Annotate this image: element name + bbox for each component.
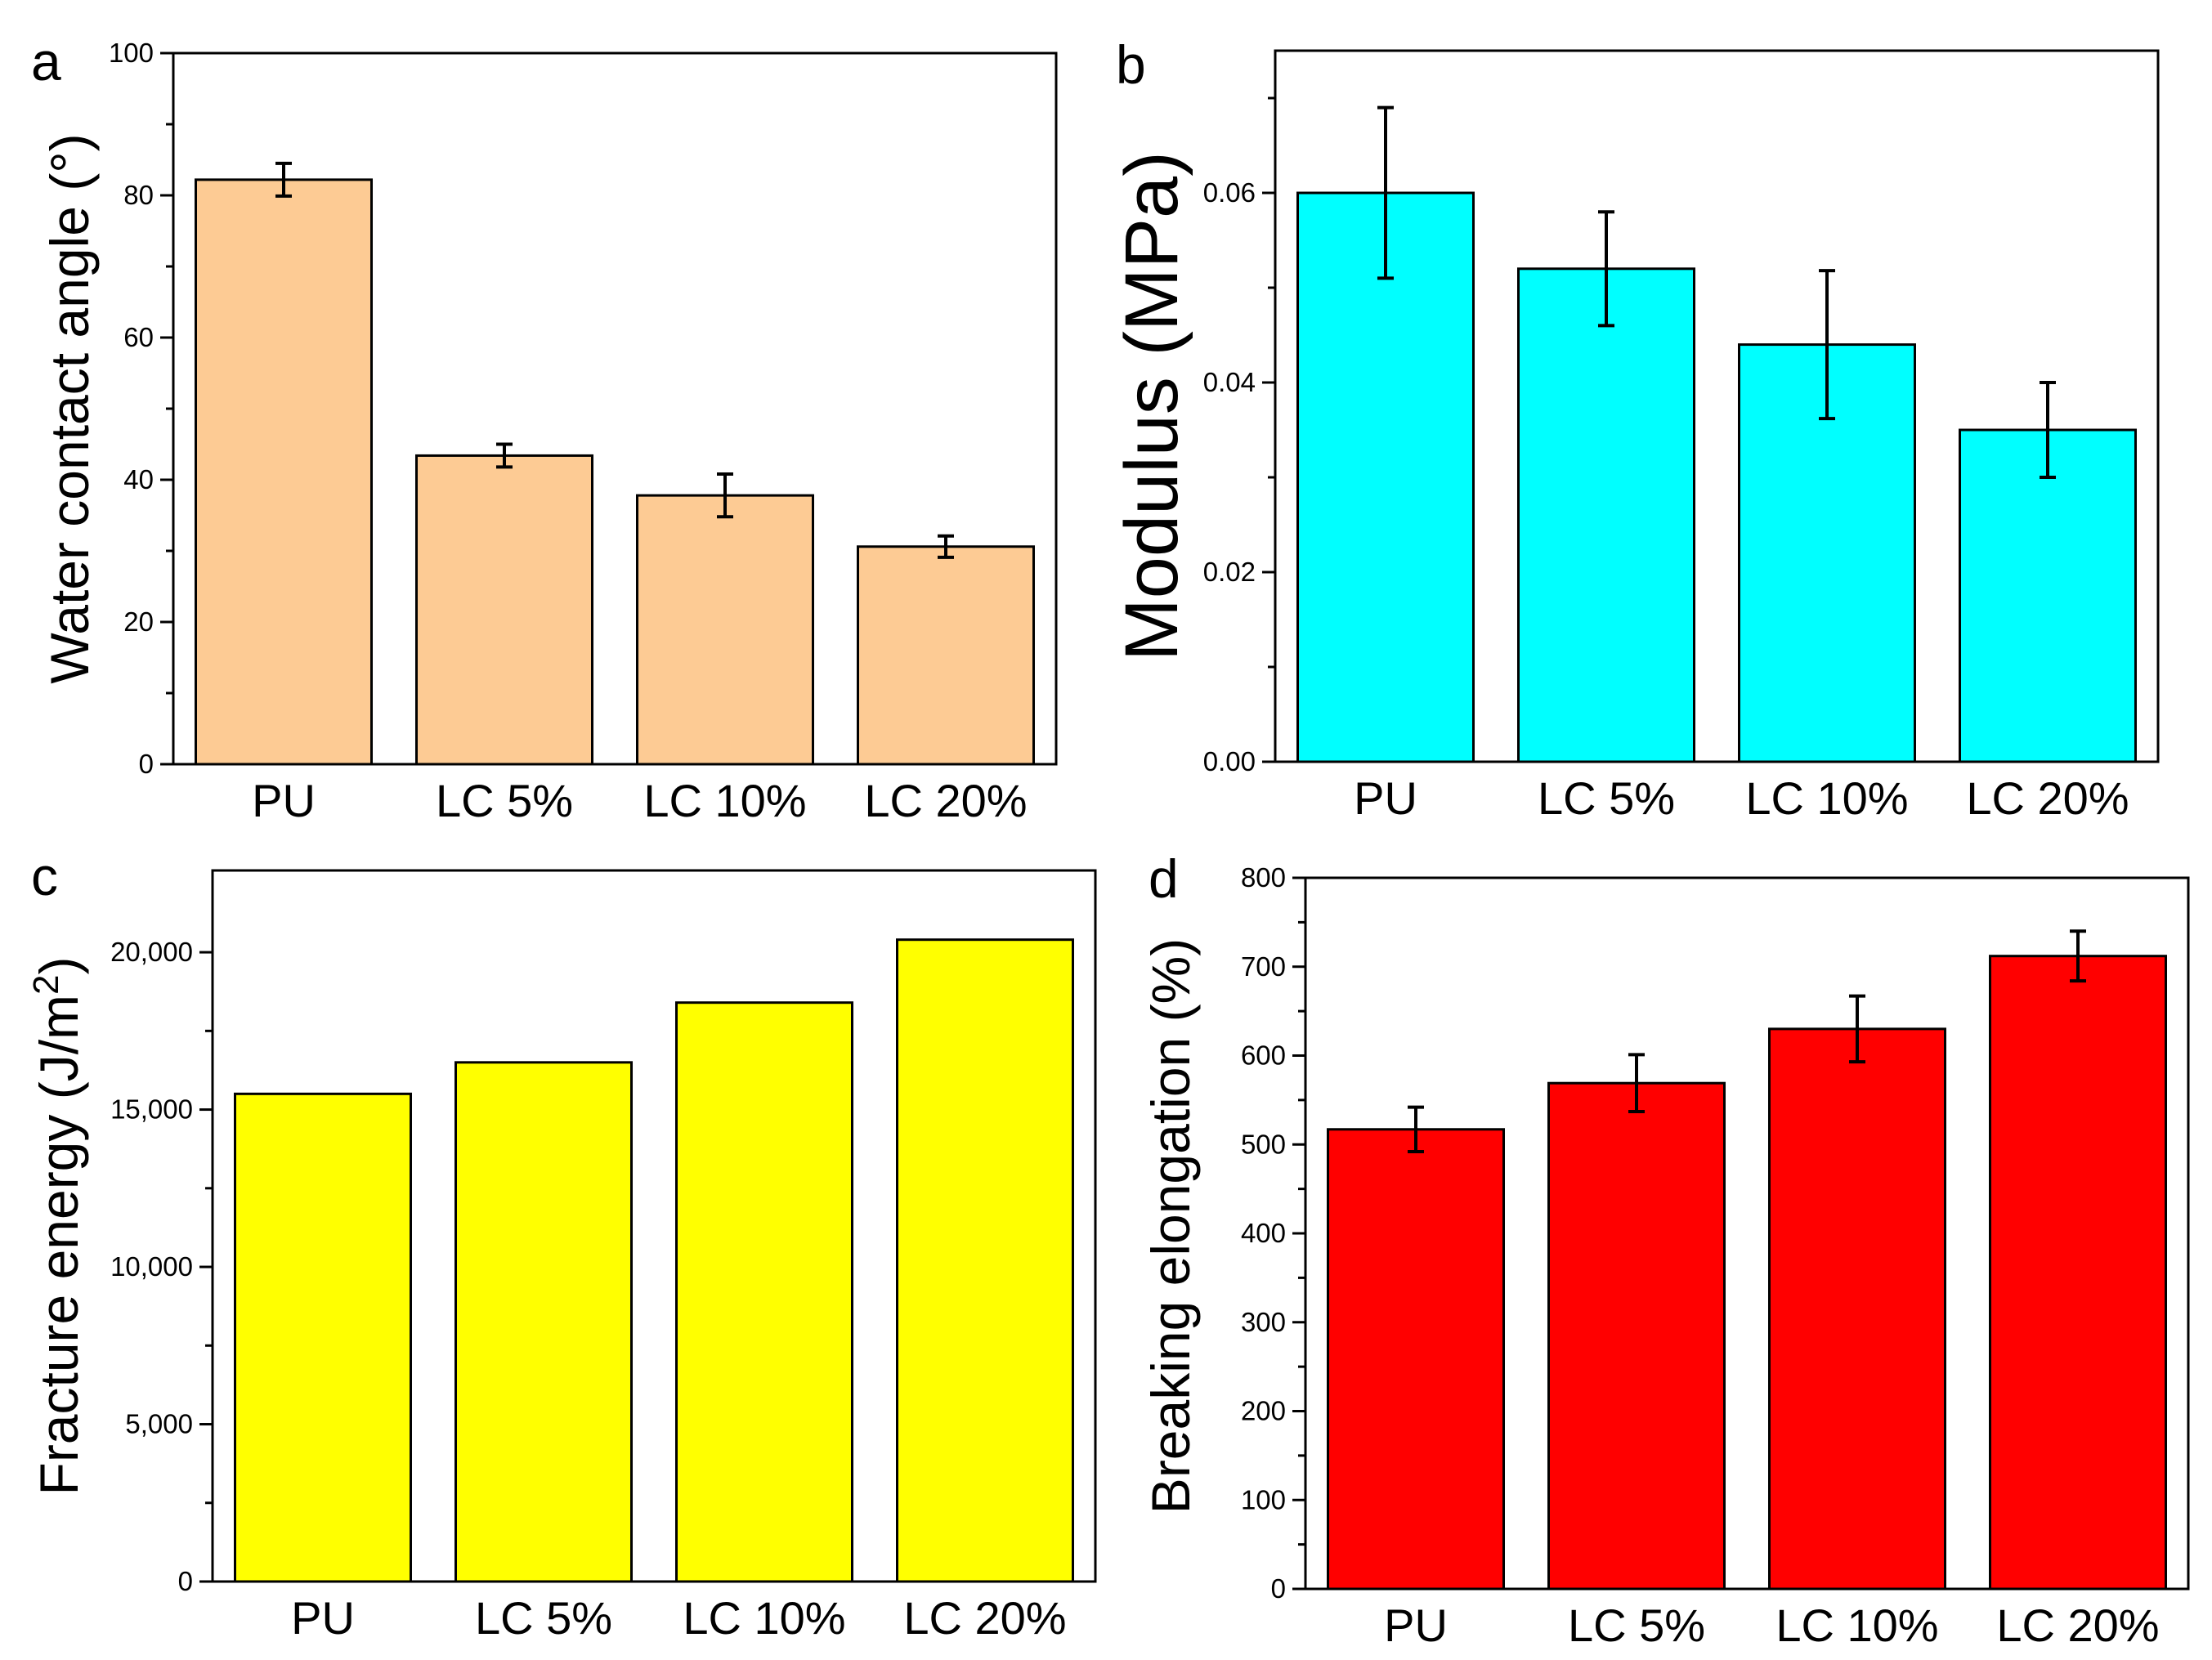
panel-b-ytick-label-0: 0.00	[1203, 746, 1256, 776]
panel-b-ytick-label-1: 0.02	[1203, 557, 1256, 587]
panel-a-xtick-label-pu: PU	[252, 775, 316, 826]
panel-a-bar-lc-10pct	[636, 494, 814, 766]
panel-d-ytick-label-1: 100	[1241, 1484, 1286, 1515]
panel-c-xtick-label-lc-20pct: LC 20%	[903, 1592, 1066, 1644]
panel-c-xtick-label-lc-10pct: LC 10%	[683, 1592, 845, 1644]
panel-d-xtick-label-lc-20pct: LC 20%	[1996, 1600, 2159, 1651]
panel-a-xtick-label-lc-5pct: LC 5%	[436, 775, 573, 826]
panel-b-ytick-label-3: 0.06	[1203, 177, 1256, 208]
panel-c-ylabel-superscript: 2	[26, 975, 66, 995]
panel-a-letter: a	[31, 31, 61, 92]
panel-a-ytick-label-3: 60	[123, 322, 154, 352]
panel-b-bar-lc-20pct	[1959, 428, 2137, 763]
panel-d-marks: PU LC 5% LC 10% LC 20% 0 100 200 300 400 500 600 70…	[1241, 862, 2167, 1651]
panel-a-ytick-label-1: 20	[123, 606, 154, 637]
panel-b-bar-lc-5pct	[1517, 267, 1695, 763]
panel-b-plot-frame	[1274, 49, 2160, 763]
panel-d-ytick-label-5: 500	[1241, 1129, 1286, 1159]
panel-c-ylabel-main: Fracture energy (J/m	[29, 995, 89, 1496]
panel-c-letter: c	[31, 846, 58, 906]
panel-c-ytick-label-4: 20,000	[110, 937, 193, 967]
panel-a-ytick-label-4: 80	[123, 180, 154, 210]
panel-c-plot-frame	[211, 869, 1097, 1583]
panel-c-bar-pu	[234, 1092, 412, 1583]
panel-d-ytick-label-0: 0	[1271, 1573, 1286, 1604]
panel-c-xtick-label-lc-5pct: LC 5%	[475, 1592, 612, 1644]
panel-c-bar-lc-10pct	[675, 1001, 853, 1583]
panel-d-xtick-label-lc-5pct: LC 5%	[1568, 1600, 1705, 1651]
panel-c-bar-lc-5pct	[454, 1061, 633, 1583]
panel-b-modulus-chart: b Modulus (MPa) PU LC 5% LC 10% LC 20% 0.00 0…	[1110, 34, 2160, 824]
panel-a-contact-angle-chart: a Water contact angle (°) PU LC 5% LC 10% L…	[31, 31, 1058, 826]
panel-b-bar-pu	[1296, 191, 1475, 763]
panel-d-letter: d	[1149, 848, 1179, 909]
panel-a-ylabel: Water contact angle (°)	[39, 133, 100, 683]
panel-d-ytick-label-4: 400	[1241, 1218, 1286, 1248]
panel-b-xtick-label-lc-20pct: LC 20%	[1966, 772, 2129, 824]
panel-d-bar-lc-5pct	[1547, 1081, 1726, 1591]
panel-d-bar-lc-10pct	[1768, 1027, 1946, 1591]
panel-c-ylabel: Fracture energy (J/m2)	[26, 957, 89, 1496]
panel-a-marks: PU LC 5% LC 10% LC 20% 0 20 40 60 80 100	[109, 38, 1035, 826]
panel-c-bar-lc-20pct	[896, 938, 1074, 1583]
panel-a-ytick-label-5: 100	[109, 38, 154, 68]
panel-d-xtick-label-lc-10pct: LC 10%	[1775, 1600, 1938, 1651]
panel-c-marks: PU LC 5% LC 10% LC 20% 0 5,000 10,000 15,000 20,…	[110, 937, 1074, 1644]
panel-c-ytick-label-3: 15,000	[110, 1094, 193, 1125]
panel-d-ytick-label-8: 800	[1241, 862, 1286, 893]
panel-c-ytick-label-1: 5,000	[125, 1409, 193, 1439]
panel-d-bar-lc-20pct	[1989, 955, 2167, 1591]
panel-d-xtick-label-pu: PU	[1384, 1600, 1448, 1651]
panel-a-bar-lc-20pct	[857, 545, 1035, 766]
panel-c-ytick-label-0: 0	[178, 1566, 193, 1596]
panel-d-ylabel: Breaking elongation (%)	[1140, 938, 1201, 1514]
panel-b-ylabel: Modulus (MPa)	[1110, 151, 1193, 661]
panel-a-bar-lc-5pct	[415, 454, 593, 766]
panel-d-ytick-label-2: 200	[1241, 1396, 1286, 1426]
panel-b-letter: b	[1116, 34, 1146, 95]
panel-a-ytick-label-2: 40	[123, 464, 154, 494]
panel-b-marks: PU LC 5% LC 10% LC 20% 0.00 0.02 0.04 0.06	[1203, 96, 2137, 824]
panel-a-xtick-label-lc-10pct: LC 10%	[643, 775, 806, 826]
panel-b-xtick-label-pu: PU	[1354, 772, 1417, 824]
panel-d-ytick-label-7: 700	[1241, 951, 1286, 982]
panel-d-ytick-label-3: 300	[1241, 1307, 1286, 1337]
panel-d-breaking-elongation-chart: d Breaking elongation (%) PU LC 5% LC 10% L…	[1140, 848, 2190, 1651]
panel-c-xtick-label-pu: PU	[291, 1592, 355, 1644]
panel-a-ytick-label-0: 0	[139, 749, 154, 779]
panel-b-xtick-label-lc-5pct: LC 5%	[1538, 772, 1675, 824]
panel-c-ylabel-close: )	[29, 957, 89, 975]
panel-a-bar-pu	[195, 178, 373, 766]
panel-d-ytick-label-6: 600	[1241, 1040, 1286, 1071]
panel-c-fracture-energy-chart: c Fracture energy (J/m2) PU LC 5% LC 10% LC…	[26, 846, 1097, 1644]
panel-c-ytick-label-2: 10,000	[110, 1251, 193, 1282]
panel-a-xtick-label-lc-20pct: LC 20%	[864, 775, 1027, 826]
panel-d-bar-pu	[1327, 1128, 1505, 1591]
panel-b-ytick-label-2: 0.04	[1203, 367, 1256, 397]
panel-b-xtick-label-lc-10pct: LC 10%	[1745, 772, 1908, 824]
